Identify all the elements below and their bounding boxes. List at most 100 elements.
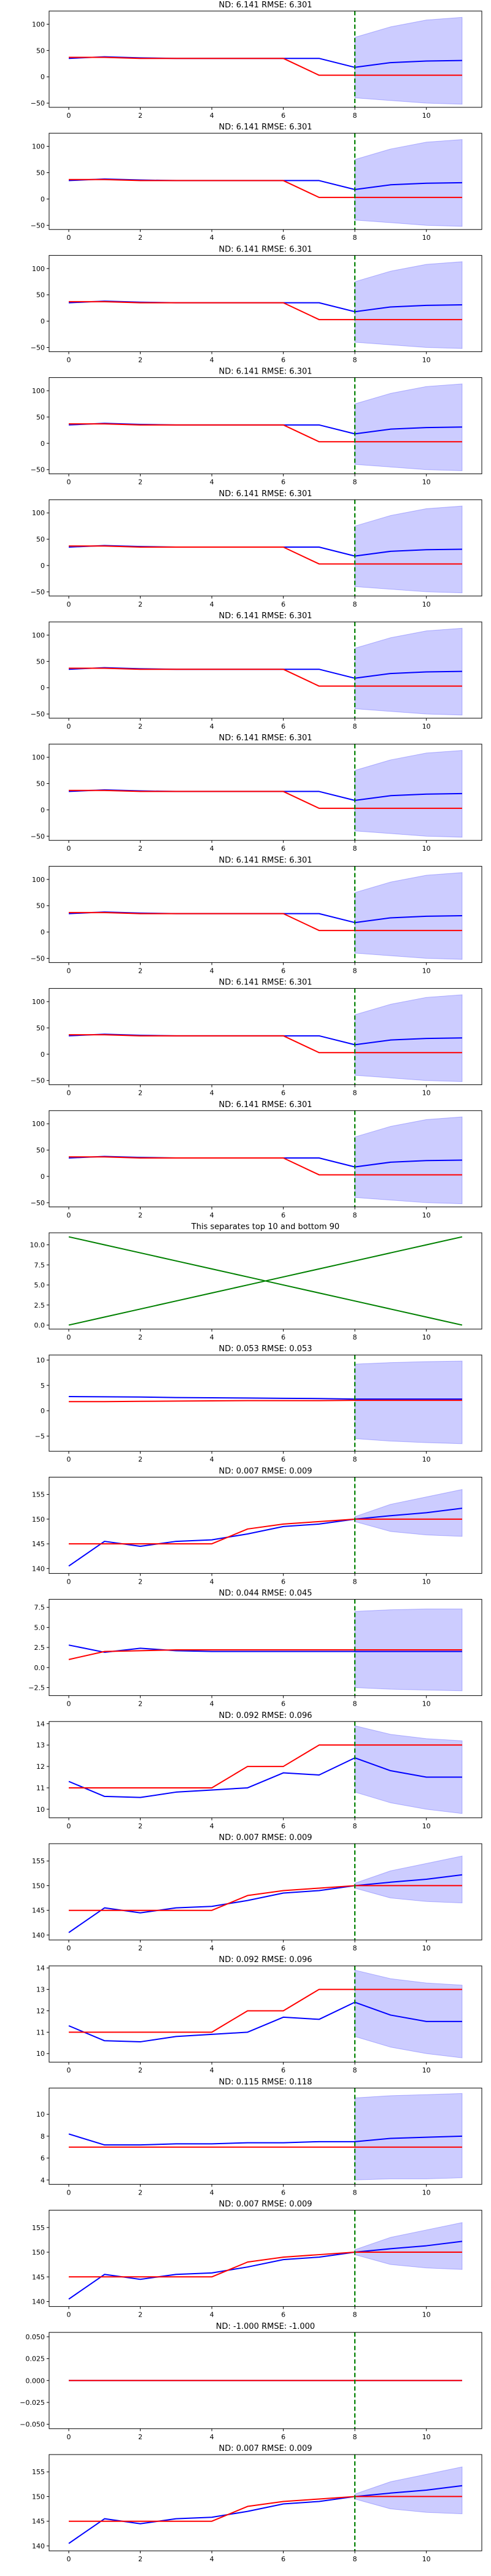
x-tick-label: 6	[281, 967, 285, 975]
x-tick-label: 0	[67, 1333, 71, 1341]
x-tick-label: 8	[353, 234, 357, 242]
series-line-1	[68, 2001, 462, 2043]
x-tick-label: 10	[422, 967, 431, 975]
chart-title: ND: 0.007 RMSE: 0.009	[218, 1833, 312, 1842]
x-tick-label: 6	[281, 600, 285, 608]
chart-6: ND: 6.141 RMSE: 6.301 0 2 4 6 8 10 −50 0 50 100	[31, 611, 482, 730]
x-tick-label: 2	[138, 723, 142, 730]
x-tick-label: 6	[281, 1577, 285, 1585]
y-tick-label: −50	[31, 588, 45, 596]
x-tick-label: 6	[281, 723, 285, 730]
confidence-band	[354, 872, 463, 960]
y-tick-label: −0.050	[20, 2421, 45, 2429]
y-tick-label: 150	[32, 2248, 45, 2256]
x-tick-label: 0	[67, 1944, 71, 1952]
x-tick-label: 0	[67, 1700, 71, 1708]
y-tick-label: 140	[32, 1565, 45, 1573]
y-tick-label: 100	[32, 387, 45, 395]
chart-title: ND: 6.141 RMSE: 6.301	[218, 856, 312, 865]
x-tick-label: 10	[422, 2311, 431, 2319]
chart-18: ND: 0.115 RMSE: 0.118 0 2 4 6 8 10 4 6 8 10	[36, 2077, 482, 2196]
chart-title: ND: 0.044 RMSE: 0.045	[218, 1589, 312, 1598]
x-tick-label: 6	[281, 845, 285, 853]
x-tick-label: 6	[281, 1944, 285, 1952]
y-tick-label: 0.0	[34, 1664, 45, 1672]
axes-frame	[48, 132, 482, 230]
x-tick-label: 0	[67, 723, 71, 730]
y-tick-label: 155	[32, 1857, 45, 1865]
confidence-band	[354, 2222, 463, 2270]
x-tick-label: 4	[210, 1700, 214, 1708]
series-line-1	[68, 2133, 462, 2146]
y-tick-label: 0.000	[26, 2377, 45, 2385]
x-tick-label: 2	[138, 600, 142, 608]
confidence-band	[354, 2093, 463, 2180]
x-tick-label: 2	[138, 1455, 142, 1463]
x-tick-label: 4	[210, 1944, 214, 1952]
chart-9: ND: 6.141 RMSE: 6.301 0 2 4 6 8 10 −50 0 50 100	[31, 978, 482, 1097]
series-line-1	[68, 1644, 462, 1653]
axes-frame	[48, 1721, 482, 1819]
series-line-2	[69, 56, 462, 76]
confidence-band	[354, 383, 463, 471]
x-tick-label: 10	[422, 234, 431, 242]
chart-17: ND: 0.092 RMSE: 0.096 0 2 4 6 8 10 10 11 12 13 14	[36, 1955, 482, 2074]
y-tick-label: 100	[32, 143, 45, 151]
series-line-2	[69, 1744, 462, 1788]
y-tick-label: 0	[41, 1407, 45, 1415]
confidence-band	[354, 1969, 463, 2058]
x-tick-label: 6	[281, 1089, 285, 1097]
axes-frame	[48, 1476, 482, 1574]
x-tick-label: 2	[138, 2066, 142, 2074]
series-line-2	[69, 545, 462, 565]
y-tick-label: 10	[36, 1356, 45, 1364]
x-tick-label: 6	[281, 2433, 285, 2441]
y-tick-label: 50	[36, 902, 45, 910]
y-tick-label: 50	[36, 780, 45, 788]
x-tick-label: 8	[353, 1822, 357, 1830]
x-tick-label: 6	[281, 112, 285, 120]
axes-frame	[48, 865, 482, 963]
axes-frame	[48, 621, 482, 719]
confidence-band	[354, 1360, 463, 1444]
confidence-band	[354, 261, 463, 349]
chart-title: ND: 0.115 RMSE: 0.118	[218, 2077, 312, 2087]
x-tick-label: 6	[281, 1333, 285, 1341]
axes-frame	[48, 2210, 482, 2307]
y-tick-label: 145	[32, 1907, 45, 1915]
series-line-2	[69, 911, 462, 932]
chart-title: ND: 6.141 RMSE: 6.301	[218, 367, 312, 377]
y-tick-label: 10	[36, 2110, 45, 2118]
y-tick-label: 0.0	[34, 1321, 45, 1329]
y-tick-label: 0	[41, 929, 45, 937]
y-tick-label: 7.5	[34, 1261, 45, 1269]
x-tick-label: 8	[353, 600, 357, 608]
y-tick-label: −50	[31, 710, 45, 718]
x-tick-label: 2	[138, 2188, 142, 2196]
y-tick-label: 13	[36, 1986, 45, 1994]
chart-title: ND: 6.141 RMSE: 6.301	[218, 245, 312, 254]
x-tick-label: 6	[281, 1822, 285, 1830]
x-tick-label: 8	[353, 1700, 357, 1708]
y-tick-label: −50	[31, 344, 45, 352]
x-tick-label: 0	[67, 600, 71, 608]
y-tick-label: 100	[32, 754, 45, 762]
x-tick-label: 6	[281, 2311, 285, 2319]
chart-20: ND: -1.000 RMSE: -1.000 0 2 4 6 8 10 −0.050 −0.0…	[20, 2322, 482, 2441]
chart-16: ND: 0.007 RMSE: 0.009 0 2 4 6 8 10 140 145 150 155	[32, 1833, 482, 1952]
x-tick-label: 6	[281, 1700, 285, 1708]
x-tick-label: 10	[422, 1455, 431, 1463]
x-tick-label: 2	[138, 845, 142, 853]
y-tick-label: −5	[35, 1432, 45, 1440]
x-tick-label: 10	[422, 2555, 431, 2563]
y-tick-label: 0	[41, 440, 45, 448]
x-tick-label: 8	[353, 2188, 357, 2196]
chart-12: ND: 0.053 RMSE: 0.053 0 2 4 6 8 10 −5 0 5 10	[35, 1344, 482, 1463]
confidence-band	[354, 1855, 463, 1904]
y-tick-label: −50	[31, 955, 45, 963]
y-tick-label: 5	[41, 1382, 45, 1390]
axes-frame	[48, 743, 482, 841]
x-tick-label: 0	[67, 1822, 71, 1830]
chart-13: ND: 0.007 RMSE: 0.009 0 2 4 6 8 10 140 145 150 155	[32, 1466, 482, 1585]
x-tick-label: 0	[67, 2188, 71, 2196]
